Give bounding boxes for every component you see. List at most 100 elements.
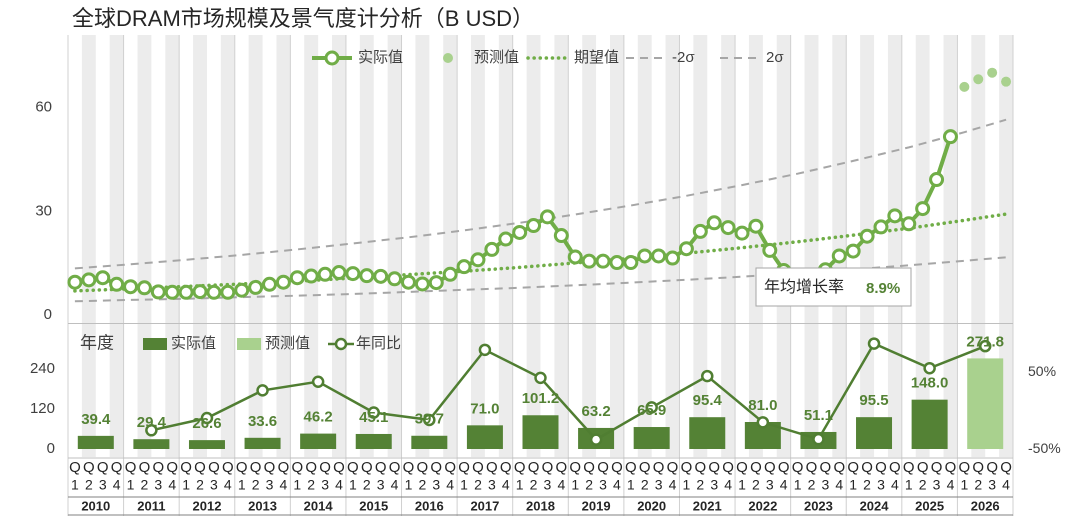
stripe	[193, 35, 207, 457]
quarter-number: 1	[293, 477, 301, 493]
quarter-letter: Q	[792, 459, 804, 476]
actual-marker	[109, 276, 125, 292]
year-label: 2010	[81, 498, 110, 513]
value-label: 29.4	[137, 414, 167, 431]
year-label: 2023	[804, 498, 833, 513]
quarter-letter: Q	[778, 459, 790, 476]
yoy-marker	[145, 424, 158, 437]
actual-marker	[901, 216, 917, 232]
year-label: 2014	[304, 498, 334, 513]
quarter-letter: Q	[583, 459, 595, 476]
actual-marker	[859, 228, 875, 244]
yoy-marker	[478, 343, 492, 357]
bar	[911, 399, 948, 449]
chart-title: 全球DRAM市场规模及景气度计分析（B USD）	[72, 6, 534, 31]
quarter-letter: Q	[597, 459, 609, 476]
quarter-number: 1	[571, 477, 579, 493]
legend-label: 2σ	[766, 49, 784, 66]
actual-marker	[123, 279, 139, 295]
quarter-number: 2	[585, 477, 593, 493]
quarter-number: 4	[780, 477, 788, 493]
quarter-number: 1	[627, 477, 635, 493]
quarter-number: 3	[877, 477, 885, 493]
quarter-letter: Q	[722, 459, 734, 476]
quarter-number: 1	[405, 477, 413, 493]
forecast-marker	[1001, 76, 1012, 87]
yoy-marker	[256, 384, 269, 397]
legend-swatch	[324, 50, 340, 66]
year-label: 2017	[470, 498, 499, 513]
stripe	[81, 35, 96, 457]
quarter-letter: Q	[264, 459, 276, 476]
actual-marker	[331, 265, 347, 281]
year-label: 2022	[748, 498, 777, 513]
quarter-number: 1	[182, 477, 190, 493]
stripe	[332, 35, 346, 457]
actual-marker	[359, 268, 375, 284]
quarter-number: 3	[266, 477, 274, 493]
actual-marker	[915, 201, 931, 217]
quarter-number: 3	[210, 477, 218, 493]
actual-marker	[512, 224, 528, 240]
quarter-number: 3	[488, 477, 496, 493]
bar	[188, 440, 225, 449]
stripe	[554, 35, 569, 457]
stripe	[776, 35, 791, 457]
quarter-number: 2	[85, 477, 93, 493]
quarter-letter: Q	[389, 459, 401, 476]
actual-marker	[609, 255, 625, 271]
actual-marker	[623, 255, 639, 271]
quarter-number: 2	[696, 477, 704, 493]
quarter-number: 2	[919, 477, 927, 493]
quarter-number: 1	[738, 477, 746, 493]
quarter-letter: Q	[750, 459, 762, 476]
actual-marker	[498, 231, 514, 247]
yoy-marker	[867, 337, 881, 350]
quarter-number: 3	[544, 477, 552, 493]
stripe	[137, 35, 152, 457]
year-label: 2015	[359, 498, 388, 513]
quarter-number: 3	[432, 477, 440, 493]
actual-marker	[67, 274, 83, 290]
quarter-number: 1	[349, 477, 357, 493]
bar	[355, 433, 392, 449]
stripe	[999, 35, 1013, 457]
year-label: 2024	[860, 498, 890, 513]
quarter-number: 4	[446, 477, 454, 493]
yoy-marker	[200, 411, 214, 425]
y-tick-label: 30	[35, 202, 52, 219]
quarter-number: 1	[683, 477, 691, 493]
y-tick-label: 60	[35, 99, 52, 116]
quarter-letter: Q	[986, 459, 998, 476]
quarter-number: 4	[113, 477, 121, 493]
actual-marker	[484, 241, 500, 257]
quarter-letter: Q	[472, 459, 484, 476]
actual-marker	[665, 250, 681, 266]
quarter-letter: Q	[139, 459, 151, 476]
value-label: 65.9	[637, 402, 666, 419]
quarter-number: 2	[196, 477, 204, 493]
quarter-number: 4	[502, 477, 510, 493]
stripe	[109, 35, 124, 457]
quarter-number: 4	[168, 477, 176, 493]
actual-marker	[567, 249, 583, 265]
stripe	[609, 35, 624, 457]
actual-marker	[136, 280, 152, 296]
actual-marker	[178, 284, 194, 300]
value-label: 39.7	[415, 411, 444, 428]
quarter-letter: Q	[945, 459, 957, 476]
actual-marker	[553, 228, 569, 244]
year-label: 2025	[915, 498, 944, 513]
stripe	[526, 35, 541, 457]
actual-marker	[470, 252, 486, 268]
actual-marker	[734, 225, 750, 241]
quarter-number: 1	[71, 477, 79, 493]
quarter-letter: Q	[152, 459, 164, 476]
yoy-marker	[423, 413, 436, 427]
quarter-letter: Q	[556, 459, 568, 476]
quarter-number: 3	[710, 477, 718, 493]
quarter-number: 2	[252, 477, 260, 493]
y-tick-label: 240	[30, 360, 55, 377]
stripe	[304, 35, 319, 457]
year-label: 2013	[248, 498, 277, 513]
